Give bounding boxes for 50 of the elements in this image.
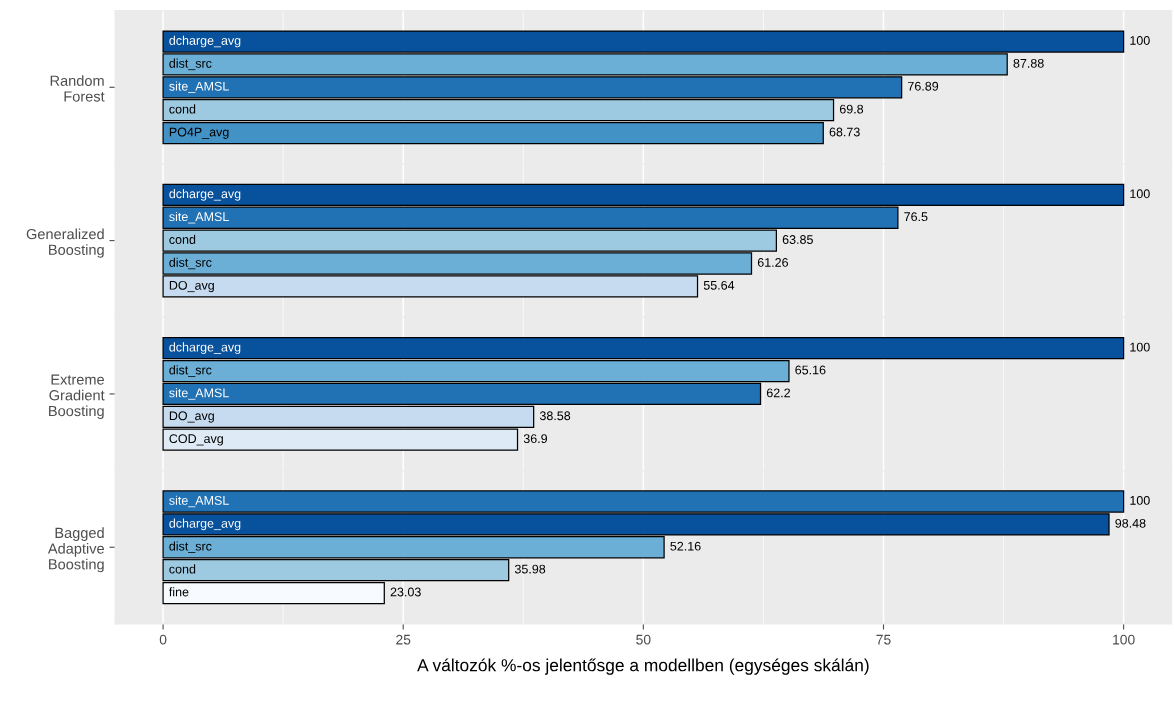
data-label: 100 (1130, 189, 1150, 199)
y-tick-label: dist_src (169, 58, 212, 71)
y-tick-label: dist_src (169, 365, 212, 377)
data-label: 55.64 (703, 280, 735, 290)
y-tick-label: cond (169, 564, 196, 574)
y-axis-title: Extreme Gradient Boosting (49, 374, 105, 420)
data-label: 98.48 (1115, 518, 1146, 528)
data-label: 100 (1130, 342, 1150, 352)
data-label: 76.89 (908, 81, 939, 91)
x-tick-label: 75 (876, 634, 891, 645)
y-tick-label: fine (169, 587, 189, 597)
data-label: 100 (1130, 496, 1150, 505)
y-tick-label: site_AMSL (169, 495, 229, 508)
data-label: 35.98 (514, 564, 546, 574)
y-axis-title: Bagged Adaptive Boosting (47, 527, 104, 573)
y-axis-title: Random Forest (50, 75, 105, 102)
x-tick-label: 100 (1113, 634, 1135, 645)
data-label: 69.8 (839, 104, 864, 114)
data-label: 61.26 (757, 258, 788, 267)
data-label: 38.58 (539, 411, 571, 421)
y-tick-label: dist_src (169, 257, 212, 270)
data-label: 23.03 (390, 587, 421, 597)
y-tick-label: dcharge_avg (169, 518, 241, 531)
x-tick-label: 25 (396, 634, 411, 645)
data-label: 65.16 (795, 365, 826, 375)
y-axis-title: Generalized Boosting (26, 228, 104, 258)
x-tick-label: 0 (159, 634, 167, 645)
y-tick-label: cond (169, 234, 196, 244)
data-label: 52.16 (670, 541, 701, 551)
data-label: 63.85 (782, 235, 813, 244)
y-tick-label: site_AMSL (169, 388, 229, 400)
data-label: 68.73 (829, 127, 860, 137)
data-label: 62.2 (766, 388, 790, 398)
y-tick-label: DO_avg (169, 411, 214, 423)
y-tick-label: DO_avg (169, 280, 214, 293)
y-tick-label: dist_src (169, 541, 212, 553)
data-label: 100 (1130, 36, 1150, 45)
x-tick-label: 50 (636, 634, 651, 645)
y-tick-label: site_AMSL (169, 81, 229, 94)
y-tick-label: dcharge_avg (169, 35, 241, 48)
y-tick-label: dcharge_avg (169, 189, 241, 201)
y-tick-label: PO4P_avg (169, 127, 229, 139)
data-label: 76.5 (904, 212, 928, 222)
data-label: 87.88 (1013, 58, 1044, 68)
y-tick-label: cond (169, 104, 196, 114)
data-label: 36.9 (523, 434, 548, 444)
y-tick-label: dcharge_avg (169, 342, 241, 354)
x-axis-title: A változók %-os jelentősge a modellben (egységes skálán) (417, 658, 869, 675)
y-tick-label: COD_avg (169, 434, 223, 446)
y-tick-label: site_AMSL (169, 211, 229, 224)
